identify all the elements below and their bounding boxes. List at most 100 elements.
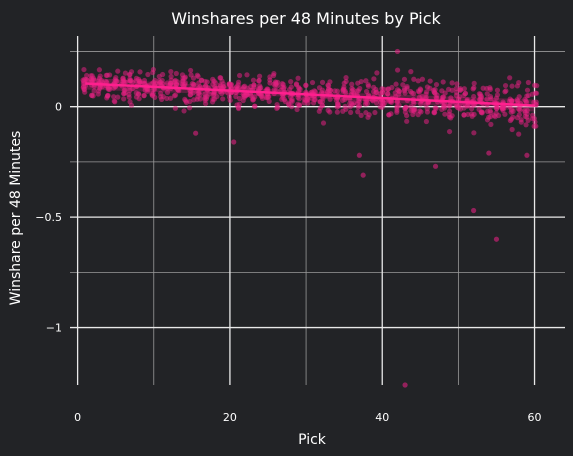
y-tick-label: 0 xyxy=(55,101,62,114)
scatter-point xyxy=(316,85,323,91)
scatter-point xyxy=(173,70,179,77)
scatter-point xyxy=(121,96,127,102)
scatter-point xyxy=(508,107,515,113)
scatter-point xyxy=(404,112,410,119)
scatter-point xyxy=(415,78,421,84)
scatter-point xyxy=(363,78,369,84)
scatter-point xyxy=(335,102,341,108)
scatter-point xyxy=(517,107,523,113)
scatter-point xyxy=(365,83,372,89)
y-tick-label: −1 xyxy=(46,322,62,335)
scatter-point xyxy=(440,79,446,85)
scatter-point xyxy=(487,93,494,100)
scatter-point xyxy=(447,103,453,109)
scatter-point xyxy=(181,108,187,114)
scatter-point xyxy=(423,118,430,125)
scatter-point xyxy=(503,88,509,94)
scatter-point xyxy=(488,121,494,127)
scatter-point xyxy=(160,71,166,78)
scatter-point xyxy=(531,82,538,88)
scatter-point xyxy=(174,79,180,85)
scatter-point xyxy=(471,93,477,100)
scatter-point xyxy=(167,82,173,88)
scatter-point xyxy=(424,84,431,90)
scatter-point xyxy=(286,102,292,108)
scatter-point xyxy=(518,119,524,125)
scatter-point xyxy=(424,109,431,115)
scatter-point xyxy=(179,81,185,87)
scatter-point xyxy=(236,72,243,79)
scatter-point xyxy=(287,94,294,100)
scatter-point xyxy=(257,73,263,79)
scatter-point xyxy=(176,88,182,94)
scatter-point xyxy=(502,111,508,117)
scatter-point xyxy=(514,115,520,121)
scatter-point xyxy=(319,79,326,85)
scatter-point xyxy=(509,126,515,133)
scatter-point xyxy=(190,75,197,81)
scatter-point xyxy=(381,100,388,106)
x-tick-label: 0 xyxy=(74,411,81,424)
scatter-point xyxy=(325,107,331,113)
scatter-point xyxy=(493,236,500,242)
scatter-point xyxy=(342,103,348,109)
scatter-point xyxy=(317,99,323,105)
scatter-point xyxy=(341,84,347,90)
scatter-point xyxy=(455,105,462,111)
scatter-point xyxy=(122,79,129,85)
scatter-point xyxy=(471,130,477,136)
scatter-point xyxy=(404,118,410,124)
scatter-point xyxy=(309,79,316,86)
scatter-point xyxy=(220,84,226,90)
scatter-point xyxy=(440,94,447,100)
scatter-point xyxy=(167,95,174,101)
scatter-point xyxy=(326,87,332,93)
scatter-point xyxy=(304,98,310,104)
scatter-point xyxy=(432,86,438,93)
scatter-point xyxy=(156,80,163,86)
y-tick-label: −0.5 xyxy=(35,211,62,224)
scatter-point xyxy=(168,69,174,75)
scatter-point xyxy=(211,96,218,102)
scatter-point xyxy=(441,103,447,109)
scatter-point xyxy=(84,72,90,79)
scatter-point xyxy=(115,94,121,100)
scatter-point xyxy=(91,88,97,94)
scatter-point xyxy=(411,76,417,82)
scatter-point xyxy=(523,122,529,128)
scatter-point xyxy=(231,139,237,145)
scatter-point xyxy=(279,81,285,87)
scatter-point xyxy=(310,100,317,106)
scatter-point xyxy=(103,78,109,85)
scatter-point xyxy=(172,105,179,111)
scatter-point xyxy=(433,94,439,101)
scatter-point xyxy=(191,82,197,88)
scatter-point xyxy=(514,97,520,103)
trend-line-group xyxy=(85,77,535,112)
scatter-point xyxy=(358,112,364,118)
scatter-point xyxy=(111,94,117,100)
scatter-point xyxy=(494,92,501,98)
scatter-point xyxy=(226,94,233,100)
x-tick-label: 20 xyxy=(223,411,237,424)
scatter-point xyxy=(251,103,258,109)
scatter-point xyxy=(531,123,537,129)
x-axis-label: Pick xyxy=(298,432,327,448)
scatter-point xyxy=(135,91,141,97)
scatter-point xyxy=(236,101,242,107)
scatter-point xyxy=(533,102,539,108)
scatter-point xyxy=(150,69,156,76)
scatter-point xyxy=(281,85,287,92)
trend-line xyxy=(85,82,535,107)
scatter-point xyxy=(371,84,377,90)
scatter-point xyxy=(164,89,171,95)
scatter-point xyxy=(355,109,361,115)
scatter-point xyxy=(454,81,460,87)
scatter-point xyxy=(516,79,522,86)
scatter-point xyxy=(476,91,482,97)
scatter-point xyxy=(112,99,118,105)
scatter-point xyxy=(334,88,340,94)
scatter-point xyxy=(432,163,439,169)
scatter-point xyxy=(286,86,293,93)
scatter-point xyxy=(96,67,102,73)
